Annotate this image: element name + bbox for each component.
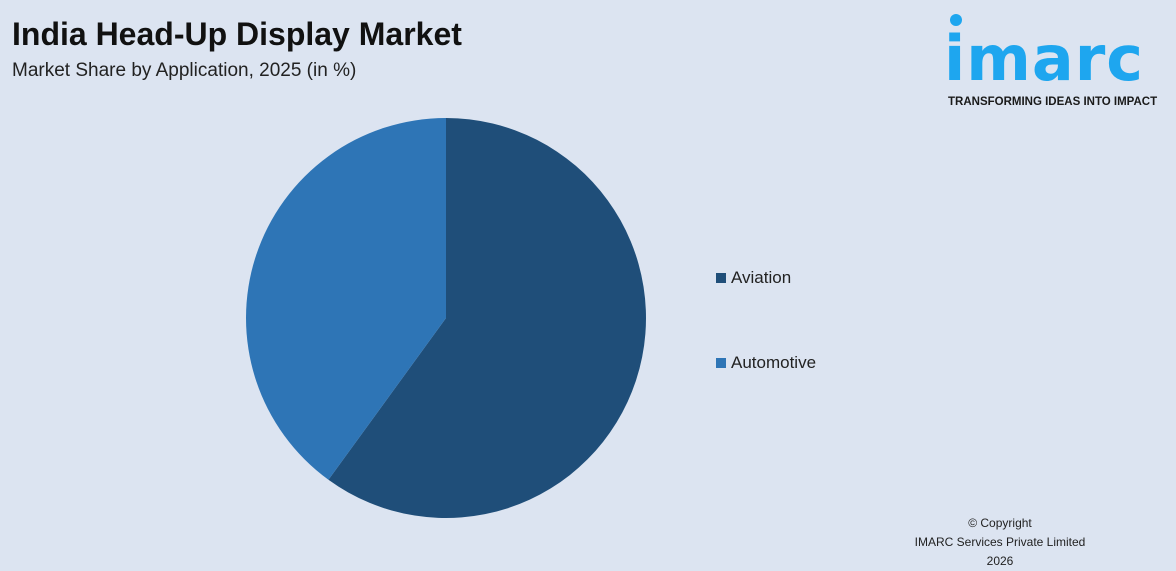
pie-slice-aviation — [328, 118, 646, 519]
legend-item-aviation: Aviation — [716, 268, 791, 288]
logo-tagline: TRANSFORMING IDEAS INTO IMPACT — [948, 96, 1158, 108]
legend-swatch — [716, 273, 726, 283]
company: IMARC Services Private Limited 2026 — [914, 535, 1086, 568]
pie-chart — [246, 117, 646, 519]
pie-slice-automotive — [246, 117, 446, 480]
copyright: © Copyright — [968, 516, 1032, 530]
legend-swatch — [716, 358, 726, 368]
legend-label: Automotive — [731, 353, 817, 372]
legend-item-automotive: Automotive — [716, 353, 816, 373]
imarc-logo: imarc TRANSFORMING IDEAS INTO IMPACT — [944, 12, 1170, 112]
legend-label: Aviation — [731, 268, 792, 287]
chart-subtitle: Market Share by Application, 2025 (in %) — [12, 60, 357, 81]
logo-dot — [950, 14, 962, 26]
chart-title: India Head-Up Display Market — [12, 16, 462, 52]
footer: © Copyright IMARC Services Private Limit… — [906, 514, 1094, 571]
logo-word: imarc — [944, 22, 1145, 95]
